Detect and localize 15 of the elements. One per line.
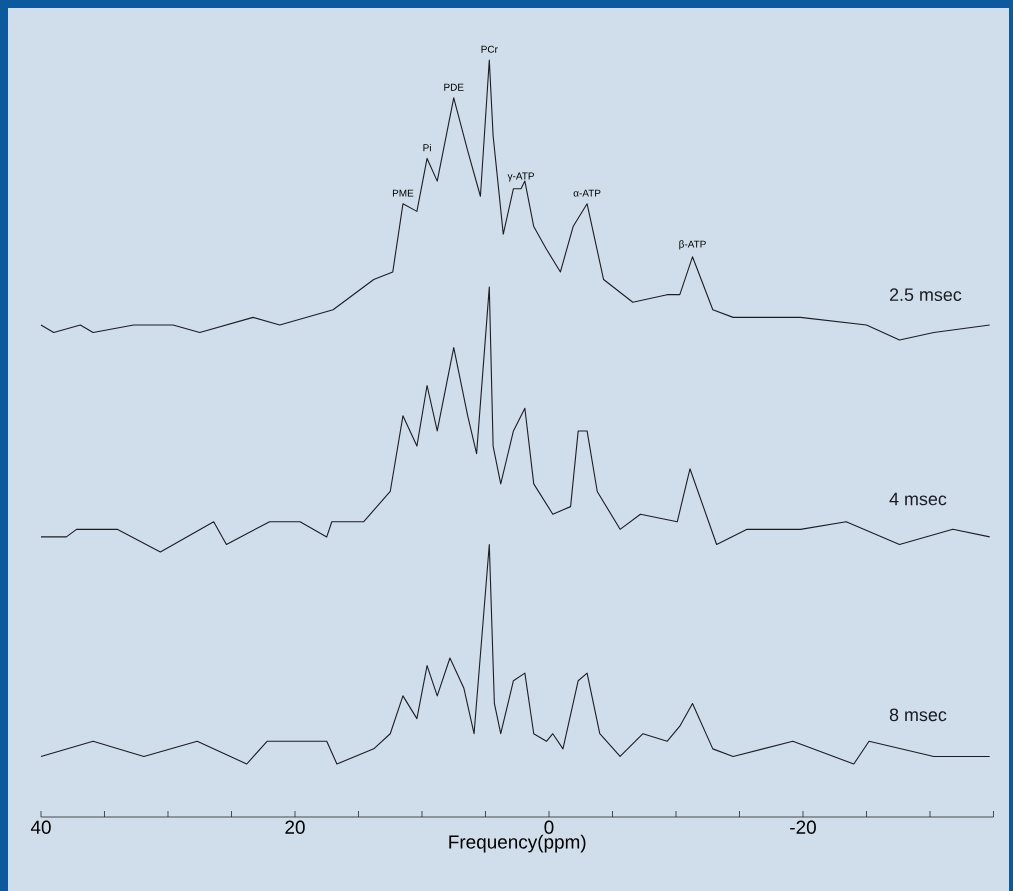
x-tick-label: 40	[30, 820, 51, 834]
x-tick-label: -20	[790, 820, 816, 834]
annotation: γ-ATP	[507, 172, 534, 182]
series-label: 2.5 msec	[889, 288, 962, 302]
x-axis-title: Frequency(ppm)	[449, 834, 586, 853]
series-label: 8 msec	[889, 708, 947, 722]
annotation: PME	[392, 189, 414, 197]
annotation: β-ATP	[679, 240, 706, 250]
annotation: Pi	[423, 143, 431, 152]
annotation: α-ATP	[573, 189, 601, 197]
annotation: PDE	[444, 83, 464, 91]
x-tick-label: 20	[285, 820, 305, 834]
x-tick-label: 0	[544, 820, 554, 834]
annotation: PCr	[481, 45, 498, 53]
series-label: 4 msec	[889, 492, 947, 506]
